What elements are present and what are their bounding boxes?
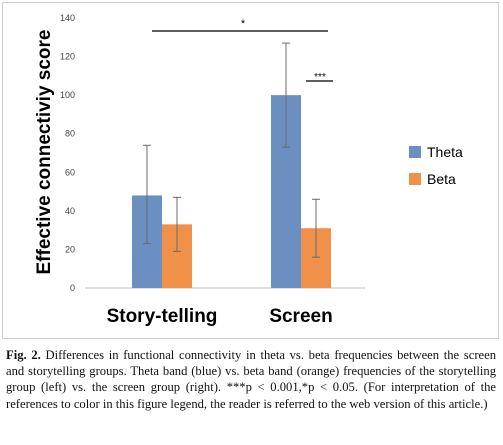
legend-label-beta: Beta	[427, 171, 456, 187]
significance-label: *	[241, 18, 246, 30]
bars-layer	[132, 95, 331, 289]
y-tick-label: 100	[60, 90, 75, 100]
legend-swatch-beta	[409, 173, 421, 185]
significance-layer: ****	[152, 18, 333, 83]
y-axis-label: Effective connectiviy score	[34, 30, 55, 275]
y-tick-label: 60	[65, 167, 75, 177]
legend: Theta Beta	[409, 144, 463, 187]
significance-label: ***	[314, 72, 326, 83]
y-tick-label: 0	[70, 283, 75, 293]
x-tick-label: Screen	[269, 306, 332, 327]
error-bars-layer	[143, 42, 320, 258]
x-tick-label: Story-telling	[107, 306, 218, 327]
legend-label-theta: Theta	[427, 144, 463, 160]
legend-swatch-theta	[409, 146, 421, 158]
figure-frame	[2, 2, 499, 339]
caption-text: Differences in functional connectivity i…	[6, 348, 497, 411]
figure-caption: Fig. 2. Differences in functional connec…	[6, 347, 496, 412]
y-tick-label: 120	[60, 52, 75, 62]
y-tick-label: 20	[65, 244, 75, 254]
y-tick-label: 140	[60, 13, 75, 23]
caption-label: Fig. 2.	[6, 348, 41, 362]
y-tick-label: 80	[65, 129, 75, 139]
y-tick-label: 40	[65, 206, 75, 216]
